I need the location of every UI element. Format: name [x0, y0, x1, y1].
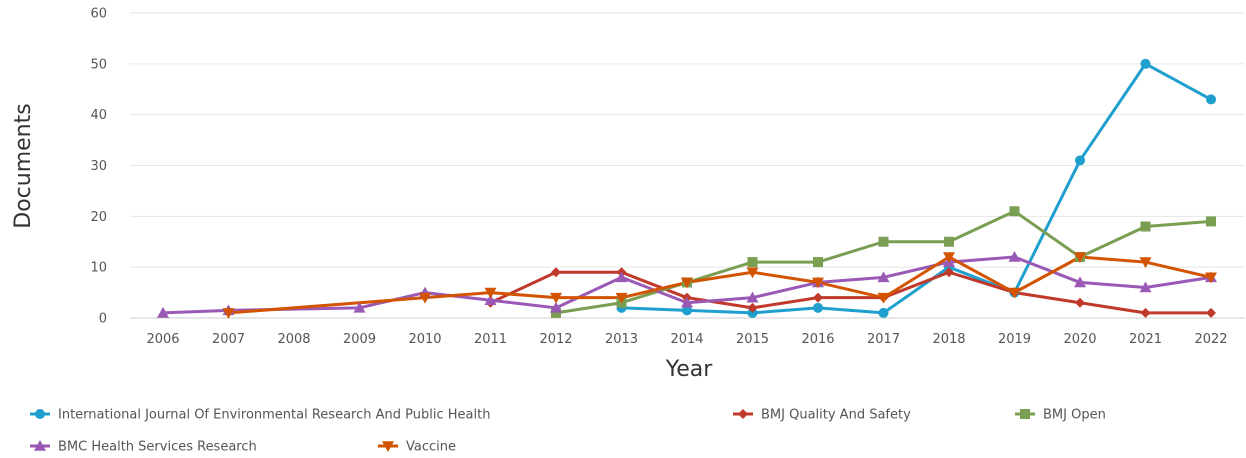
x-tick-label: 2017: [867, 332, 900, 347]
series-4-point: [222, 308, 235, 319]
series-3-point: [615, 271, 628, 283]
x-tick-label: 2015: [736, 332, 769, 347]
series-1-point: [1206, 307, 1216, 318]
series-2-point: [747, 257, 758, 268]
series-3-point: [157, 306, 169, 318]
x-axis-ticks: 2006 2007 2008 2009 2010 2011 2012 2013 2014 2015…: [146, 332, 1227, 347]
x-tick-label: 2018: [932, 332, 965, 347]
series-2-point: [944, 236, 954, 247]
series-4-point: [615, 292, 628, 304]
series-3-point: [1139, 281, 1152, 293]
x-tick-label: 2021: [1129, 332, 1162, 347]
x-tick-label: 2011: [474, 332, 507, 347]
series-0-point: [682, 305, 692, 316]
series-3-point: [353, 301, 366, 313]
y-tick-label: 20: [90, 210, 107, 225]
y-axis-ticks: 0 10 20 30 40 50 60: [90, 7, 107, 327]
legend-label: BMJ Open: [1043, 408, 1106, 423]
series-3-point: [484, 294, 497, 306]
series-1-point: [747, 302, 758, 313]
x-tick-label: 2019: [998, 332, 1031, 347]
series-4-point: [877, 292, 890, 304]
series-0-point: [747, 307, 758, 318]
legend-swatch-marker: [738, 409, 748, 419]
series-2-point: [813, 257, 823, 268]
series-4-point: [812, 277, 824, 289]
series-1-point: [1075, 297, 1085, 308]
series-3-point: [746, 291, 759, 303]
x-tick-label: 2008: [277, 332, 310, 347]
x-tick-label: 2022: [1194, 332, 1227, 347]
series-line-0: [620, 62, 1213, 315]
series-2-point: [1140, 221, 1151, 232]
series-0-point: [1075, 155, 1085, 166]
x-axis-title: Year: [665, 357, 714, 382]
x-tick-label: 2010: [408, 332, 441, 347]
x-tick-label: 2014: [670, 332, 703, 347]
series-4-point: [681, 277, 693, 289]
series-1-point: [944, 267, 954, 278]
legend-label: Vaccine: [406, 440, 456, 455]
legend-swatch-marker: [35, 409, 45, 419]
legend: International Journal Of Environmental R…: [30, 408, 1106, 455]
x-tick-label: 2016: [801, 332, 834, 347]
series-3-point: [550, 301, 562, 313]
series-4-point: [746, 267, 759, 279]
series-4-point: [1074, 252, 1086, 263]
legend-label: BMC Health Services Research: [58, 440, 257, 455]
x-tick-label: 2006: [146, 332, 179, 347]
series-1-point: [813, 292, 823, 303]
series-3-point: [681, 296, 693, 308]
series-2-point: [1009, 206, 1020, 217]
series-1-point: [551, 267, 561, 278]
y-tick-label: 40: [90, 108, 107, 123]
y-axis-title: Documents: [11, 103, 36, 228]
series-0-point: [1206, 94, 1216, 105]
gridlines: [130, 12, 1245, 319]
series-4-point: [1008, 287, 1021, 299]
series-4-point: [1139, 257, 1152, 269]
series-4-point: [943, 252, 955, 263]
legend-swatch-marker: [382, 441, 394, 452]
x-tick-label: 2009: [343, 332, 376, 347]
series-0-point: [878, 307, 889, 318]
series-1-point: [1140, 307, 1151, 318]
series-line-1: [489, 270, 1213, 315]
y-tick-label: 10: [90, 261, 107, 276]
y-tick-label: 0: [99, 312, 107, 327]
series-4-point: [484, 287, 497, 299]
legend-swatch-marker: [1020, 409, 1030, 419]
x-tick-label: 2020: [1063, 332, 1096, 347]
series-0-point: [1140, 58, 1151, 69]
series-0-point: [813, 302, 823, 313]
series-lines: [161, 62, 1213, 315]
series-4-point: [550, 292, 562, 304]
series-2-point: [551, 307, 561, 318]
legend-label: BMJ Quality And Safety: [761, 408, 911, 423]
y-tick-label: 30: [90, 159, 107, 174]
series-3-point: [1074, 276, 1086, 288]
x-tick-label: 2007: [212, 332, 245, 347]
series-3-point: [877, 271, 890, 283]
y-tick-label: 60: [90, 7, 107, 22]
series-2-point: [878, 236, 889, 247]
series-3-point: [1008, 251, 1021, 262]
series-4-point: [1205, 272, 1217, 284]
legend-label: International Journal Of Environmental R…: [58, 408, 490, 423]
series-2-point: [1206, 216, 1216, 227]
series-markers: [157, 58, 1217, 319]
series-4-point: [419, 292, 431, 304]
x-tick-label: 2013: [605, 332, 638, 347]
x-tick-label: 2012: [539, 332, 572, 347]
series-line-4: [227, 255, 1213, 315]
y-tick-label: 50: [90, 57, 107, 72]
legend-swatch-marker: [34, 440, 46, 451]
